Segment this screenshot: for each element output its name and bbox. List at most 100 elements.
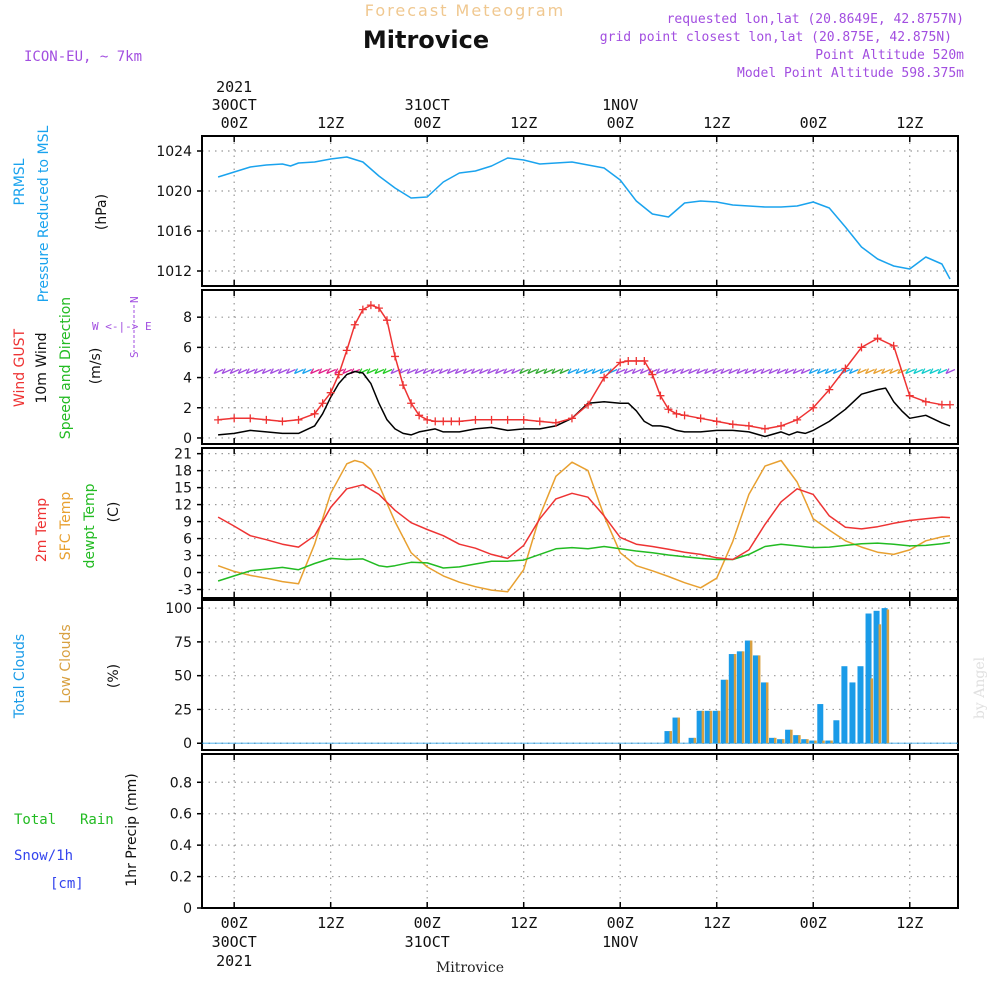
wind-dir-arrow — [478, 368, 489, 375]
gust-marker — [431, 417, 440, 426]
low-cloud-bar — [765, 682, 769, 744]
footer-station: Mitrovice — [436, 960, 504, 976]
wind-dir-arrow — [752, 368, 763, 375]
ytick-label-temp: -3 — [178, 583, 192, 599]
temp-axis-labels: 2m Temp SFC Temp dewpt Temp (C) — [34, 483, 122, 568]
wind-dir-arrow — [406, 368, 417, 375]
ytick-label-pressure: 1024 — [156, 144, 192, 160]
wind-dir-arrow — [881, 368, 891, 375]
wind-dir-arrow — [575, 368, 586, 375]
gust-marker — [945, 400, 954, 409]
gust-marker — [551, 418, 560, 427]
wind-dir-arrow — [889, 368, 899, 375]
frame-clouds — [201, 599, 959, 751]
wind-dir-arrow — [655, 368, 666, 375]
wind-dir-arrow — [446, 368, 457, 375]
wind-dir-arrow — [873, 368, 883, 375]
time-tick-top: 12Z — [703, 114, 730, 132]
ytick-label-wind: 2 — [183, 401, 192, 417]
ytick-label-temp: 18 — [174, 464, 192, 480]
wind-dir-arrow — [269, 368, 280, 375]
ytick-label-clouds: 50 — [174, 669, 192, 685]
low-cloud-bar — [733, 654, 737, 744]
low-cloud-bar — [814, 740, 817, 744]
compass-n: N — [128, 296, 141, 303]
gust-marker — [809, 403, 818, 412]
wind-dir-arrow — [470, 368, 481, 375]
year-label-top: 2021 — [216, 78, 252, 96]
wind-label-10m: 10m Wind — [34, 332, 50, 403]
total-cloud-bar — [696, 710, 703, 744]
total-cloud-bar — [785, 729, 792, 744]
gust-marker — [696, 414, 705, 423]
gust-marker — [921, 397, 930, 406]
wind-dir-arrow — [921, 368, 932, 375]
wind-dir-arrow — [945, 368, 956, 375]
gust-marker — [246, 414, 255, 423]
low-cloud-bar — [725, 679, 729, 744]
time-tick-top: 00Z — [800, 114, 827, 132]
ytick-label-temp: 6 — [183, 532, 192, 548]
pressure-axis-labels: PRMSL Pressure Reduced to MSL (hPa) — [12, 125, 110, 302]
total-cloud-bar — [736, 651, 743, 744]
ytick-label-temp: 3 — [183, 549, 192, 565]
gust-marker — [358, 305, 367, 314]
cloud-label-unit: (%) — [106, 664, 122, 688]
frame-temp — [201, 447, 959, 599]
total-cloud-bar — [769, 737, 776, 744]
gust-marker — [318, 399, 327, 408]
wind-dir-arrow — [503, 368, 513, 375]
compass-s: S — [128, 351, 141, 358]
temp-label-dewpt: dewpt Temp — [82, 483, 98, 568]
wind-dir-arrow — [382, 368, 393, 375]
total-cloud-bar — [873, 610, 880, 744]
gust-marker — [664, 405, 673, 414]
wind-dir-arrow — [704, 368, 714, 375]
time-tick-top: 00Z — [607, 114, 634, 132]
wind-dir-arrow — [937, 368, 948, 375]
clouds-panel: 0 25 50 75 100 — [165, 599, 959, 752]
ytick-label-pressure: 1012 — [156, 264, 192, 280]
temp-label-unit: (C) — [106, 502, 122, 523]
wind-dir-arrow — [696, 368, 706, 375]
pressure-label-prmsl: PRMSL — [12, 158, 28, 205]
point-altitude: Point Altitude 520m — [815, 48, 964, 63]
gust-marker — [712, 417, 721, 426]
wind-dir-arrow — [398, 368, 409, 375]
gust-marker — [439, 417, 448, 426]
wind-dir-arrow — [519, 368, 529, 375]
wind-dir-arrow — [776, 368, 787, 375]
wind-dir-arrow — [736, 368, 747, 375]
time-tick-top: 00Z — [221, 114, 248, 132]
date-label-top: 31OCT — [405, 96, 450, 114]
gust-marker — [793, 415, 802, 424]
time-tick-top: 12Z — [510, 114, 537, 132]
cloud-label-total: Total Clouds — [12, 634, 28, 719]
wind-dir-arrow — [599, 368, 610, 375]
wind-dir-arrow — [310, 368, 320, 375]
time-tick-bottom: 12Z — [510, 914, 537, 932]
low-cloud-bar — [870, 678, 874, 744]
date-label-bottom: 1NOV — [602, 933, 638, 951]
wind-dir-arrow — [414, 368, 425, 375]
low-cloud-bar — [701, 710, 705, 744]
gust-marker — [294, 415, 303, 424]
wind-dir-arrow — [768, 368, 779, 375]
total-cloud-bar — [728, 654, 735, 744]
low-cloud-bar — [830, 740, 833, 744]
wind-dir-arrow — [864, 368, 875, 375]
gust-marker — [334, 370, 343, 379]
ytick-label-temp: 0 — [183, 566, 192, 582]
wind-dir-arrow — [221, 368, 232, 375]
time-tick-top: 12Z — [896, 114, 923, 132]
total-cloud-bar — [752, 655, 759, 744]
total-cloud-bar — [664, 731, 671, 744]
wind-dir-arrow — [728, 368, 739, 375]
pressure-line — [217, 156, 951, 280]
ytick-label-wind: 4 — [183, 371, 192, 387]
wind-dir-arrow — [245, 368, 256, 375]
total-cloud-bar — [833, 720, 840, 744]
banner-title: Forecast Meteogram — [365, 1, 565, 20]
